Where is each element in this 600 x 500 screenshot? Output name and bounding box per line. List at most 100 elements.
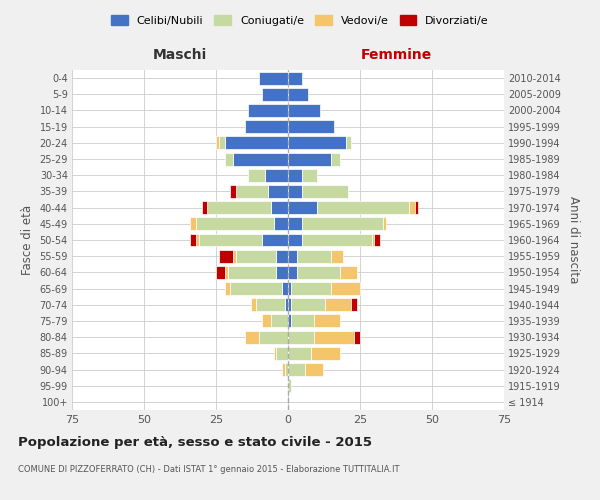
Bar (302, 234, 371, 246)
Bar (274, 218, 288, 230)
Text: Maschi: Maschi (153, 48, 207, 62)
Bar (256, 298, 285, 311)
Bar (282, 282, 288, 295)
Text: COMUNE DI PIZZOFERRATO (CH) - Dati ISTAT 1° gennaio 2015 - Elaborazione TUTTITAL: COMUNE DI PIZZOFERRATO (CH) - Dati ISTAT… (18, 466, 400, 474)
Bar (288, 72, 302, 85)
Bar (248, 169, 265, 181)
Bar (288, 314, 291, 328)
Bar (346, 136, 352, 149)
Bar (288, 185, 302, 198)
Bar (305, 363, 323, 376)
Bar (288, 234, 302, 246)
Bar (285, 298, 288, 311)
Bar (331, 152, 340, 166)
Bar (291, 314, 314, 328)
Bar (202, 201, 208, 214)
Bar (354, 330, 360, 344)
Bar (227, 266, 277, 279)
Bar (224, 136, 288, 149)
Bar (208, 201, 271, 214)
Bar (236, 250, 277, 262)
Bar (331, 282, 360, 295)
Bar (296, 250, 331, 262)
Text: Femmine: Femmine (361, 48, 431, 62)
Bar (331, 250, 343, 262)
Bar (265, 169, 288, 181)
Bar (415, 201, 418, 214)
Bar (325, 298, 352, 311)
Bar (409, 201, 415, 214)
Bar (251, 298, 256, 311)
Bar (285, 363, 288, 376)
Bar (371, 234, 374, 246)
Bar (277, 250, 288, 262)
Bar (219, 136, 224, 149)
Bar (271, 201, 288, 214)
Bar (199, 234, 262, 246)
Bar (224, 266, 227, 279)
Bar (314, 314, 340, 328)
Bar (233, 250, 236, 262)
Bar (268, 185, 288, 198)
Bar (274, 347, 277, 360)
Legend: Celibi/Nubili, Coniugati/e, Vedovi/e, Divorziati/e: Celibi/Nubili, Coniugati/e, Vedovi/e, Di… (107, 10, 493, 30)
Bar (288, 201, 317, 214)
Bar (291, 282, 331, 295)
Bar (317, 201, 409, 214)
Bar (288, 120, 334, 133)
Bar (245, 120, 288, 133)
Bar (262, 314, 271, 328)
Bar (302, 185, 349, 198)
Bar (190, 234, 196, 246)
Bar (288, 282, 291, 295)
Bar (262, 234, 288, 246)
Bar (288, 347, 311, 360)
Bar (291, 298, 325, 311)
Bar (277, 266, 288, 279)
Text: Popolazione per età, sesso e stato civile - 2015: Popolazione per età, sesso e stato civil… (18, 436, 372, 449)
Bar (216, 266, 224, 279)
Bar (288, 330, 314, 344)
Y-axis label: Anni di nascita: Anni di nascita (568, 196, 580, 284)
Bar (311, 347, 340, 360)
Bar (302, 169, 317, 181)
Bar (288, 363, 305, 376)
Bar (259, 72, 288, 85)
Bar (216, 136, 219, 149)
Bar (302, 218, 383, 230)
Bar (190, 218, 196, 230)
Bar (374, 234, 380, 246)
Bar (277, 347, 288, 360)
Bar (196, 218, 274, 230)
Bar (288, 104, 320, 117)
Bar (314, 330, 354, 344)
Bar (230, 185, 236, 198)
Y-axis label: Fasce di età: Fasce di età (21, 205, 34, 275)
Bar (230, 282, 282, 295)
Bar (352, 298, 357, 311)
Bar (224, 282, 230, 295)
Bar (288, 298, 291, 311)
Bar (219, 250, 233, 262)
Bar (296, 266, 340, 279)
Bar (288, 88, 308, 101)
Bar (288, 250, 296, 262)
Bar (259, 330, 288, 344)
Bar (271, 314, 288, 328)
Bar (282, 363, 285, 376)
Bar (288, 266, 296, 279)
Bar (233, 152, 288, 166)
Bar (288, 379, 291, 392)
Bar (288, 218, 302, 230)
Bar (288, 169, 302, 181)
Bar (224, 152, 233, 166)
Bar (245, 330, 259, 344)
Bar (383, 218, 386, 230)
Bar (288, 136, 346, 149)
Bar (340, 266, 357, 279)
Bar (288, 152, 331, 166)
Bar (236, 185, 268, 198)
Bar (248, 104, 288, 117)
Bar (262, 88, 288, 101)
Bar (196, 234, 199, 246)
